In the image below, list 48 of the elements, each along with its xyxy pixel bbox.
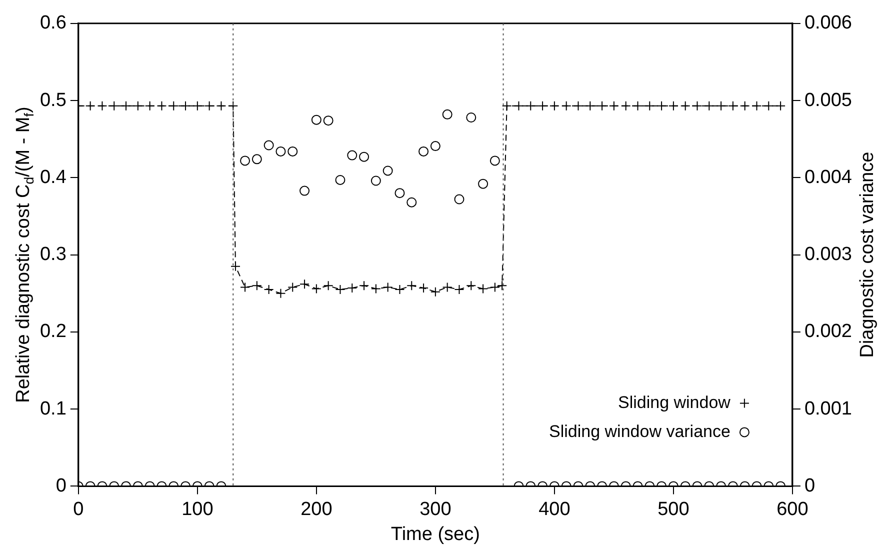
y-tick-label: 0.1	[40, 398, 66, 420]
y-tick-label: 0.6	[40, 12, 66, 34]
y-tick-label: 0	[56, 475, 66, 496]
y2-tick-label: 0.005	[804, 90, 852, 111]
point	[276, 146, 286, 156]
x-tick-label: 300	[420, 498, 452, 520]
point	[370, 176, 381, 186]
point	[418, 146, 429, 156]
point	[311, 114, 322, 125]
point	[466, 112, 476, 123]
point	[406, 197, 417, 208]
y-axis-title: Relative diagnostic cost Cd/(M - Mf)	[13, 106, 36, 403]
y2-tick-label: 0.004	[804, 166, 852, 188]
y2-tick-label: 0.001	[804, 398, 852, 420]
x-tick-label: 500	[658, 498, 690, 520]
x-axis-title: Time (sec)	[390, 524, 480, 546]
x-tick-label: 600	[776, 498, 808, 520]
y-tick-label: 0.5	[40, 90, 66, 111]
y-tick-label: 0.3	[40, 244, 66, 266]
point	[252, 154, 262, 164]
y2-tick-label: 0	[804, 475, 816, 496]
y-tick-label: 0.4	[40, 166, 67, 188]
legend-label: Sliding window	[618, 392, 732, 412]
x-tick-label: 0	[73, 498, 84, 520]
point	[347, 150, 358, 160]
x-tick-label: 100	[182, 498, 214, 520]
x-tick-label: 200	[300, 498, 332, 520]
point	[490, 156, 500, 166]
point	[300, 186, 310, 196]
y2-axis-title: Diagnostic cost variance	[857, 152, 878, 358]
point	[264, 140, 274, 150]
point	[430, 141, 440, 152]
y2-tick-label: 0.006	[804, 12, 852, 34]
y2-tick-label: 0.002	[804, 321, 852, 342]
legend-label: Sliding window variance	[549, 422, 730, 441]
point	[240, 156, 250, 166]
y-tick-label: 0.2	[40, 321, 66, 342]
point	[335, 174, 346, 185]
point	[478, 178, 488, 189]
point	[382, 166, 393, 176]
point	[323, 116, 334, 126]
point	[394, 188, 405, 198]
x-tick-label: 400	[538, 498, 570, 520]
point	[454, 194, 464, 204]
point	[359, 152, 370, 162]
point	[442, 109, 452, 120]
y2-tick-label: 0.003	[804, 244, 852, 266]
point	[288, 146, 298, 156]
